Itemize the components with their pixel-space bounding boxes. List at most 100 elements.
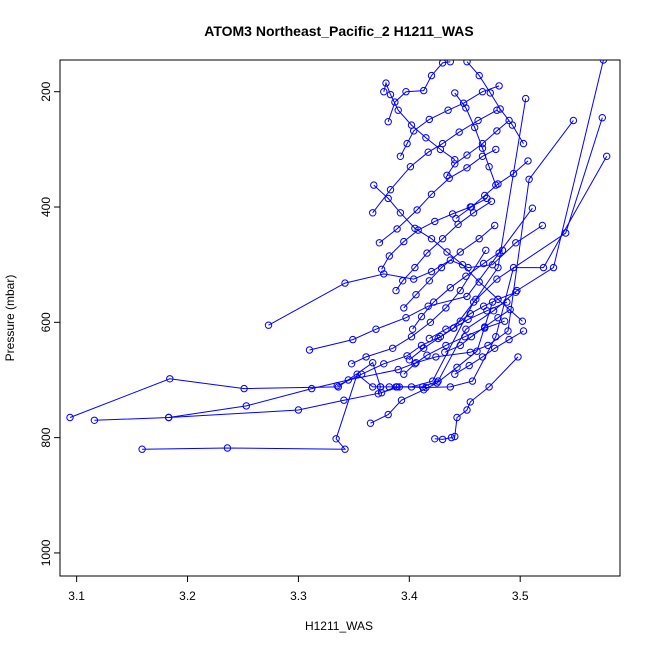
data-point (369, 383, 377, 391)
data-point (406, 163, 415, 171)
data-point (447, 433, 456, 442)
data-point (518, 317, 527, 325)
data-point (138, 445, 146, 453)
data-point (474, 116, 482, 125)
data-point (479, 259, 488, 268)
data-point (362, 353, 370, 361)
series-line (268, 225, 543, 326)
y-tick-label: 200 (39, 81, 53, 101)
x-axis-label: H1211_WAS (305, 619, 373, 633)
data-point (446, 256, 454, 264)
data-point (446, 284, 454, 292)
data-point (375, 239, 384, 247)
x-tick-label: 3.5 (512, 589, 529, 603)
data-point (405, 356, 413, 364)
x-tick-label: 3.3 (290, 589, 307, 603)
data-point (462, 104, 470, 112)
data-point (347, 360, 356, 368)
data-point (462, 272, 470, 280)
data-point (549, 263, 558, 272)
data-point (456, 248, 464, 256)
data-point (341, 279, 349, 287)
data-point (369, 359, 377, 367)
series-line (408, 301, 508, 361)
data-point (410, 275, 418, 283)
data-point (455, 128, 463, 136)
data-point (264, 321, 273, 329)
data-point (392, 286, 400, 295)
data-point (484, 341, 492, 350)
data-point (466, 310, 474, 318)
data-point (451, 89, 459, 97)
series-line (403, 225, 496, 309)
data-point (471, 123, 479, 132)
series-line (455, 160, 529, 219)
data-point (475, 235, 483, 243)
data-point (451, 432, 459, 441)
data-point (396, 209, 405, 217)
data-point (451, 160, 459, 168)
data-point (463, 164, 471, 172)
data-point (427, 267, 436, 276)
series-line (412, 249, 503, 330)
data-point (403, 352, 411, 360)
y-tick-label: 600 (39, 312, 53, 332)
data-point (485, 383, 493, 391)
data-point (410, 127, 418, 135)
data-point (294, 406, 303, 414)
data-point (485, 163, 493, 171)
series-line (309, 207, 533, 351)
data-point (446, 60, 454, 66)
data-point (468, 377, 477, 385)
data-point (424, 148, 432, 156)
series-line (387, 61, 451, 122)
data-point (399, 277, 407, 285)
data-point (400, 304, 408, 312)
data-point (478, 88, 487, 96)
data-point (525, 175, 533, 184)
data-point (446, 383, 454, 391)
series-line (383, 81, 456, 161)
data-point (481, 323, 489, 331)
data-point (420, 344, 428, 352)
data-point (459, 99, 468, 107)
data-point (494, 295, 502, 303)
data-point (384, 194, 392, 203)
series-line (69, 117, 603, 418)
data-point (242, 402, 251, 410)
data-point (393, 225, 401, 233)
data-point (333, 382, 341, 390)
data-point (412, 291, 420, 299)
series-line (94, 156, 608, 421)
data-point (428, 377, 437, 385)
data-point (425, 115, 433, 124)
data-point (413, 206, 421, 214)
data-point (487, 197, 496, 206)
y-tick-label: 400 (39, 197, 53, 217)
data-point (432, 353, 440, 361)
data-point (467, 203, 476, 211)
x-axis: 3.1 3.2 3.3 3.4 3.5 (68, 576, 529, 603)
series-line (429, 291, 516, 339)
data-point (456, 286, 464, 295)
data-point (340, 396, 348, 404)
data-point (512, 239, 520, 247)
data-point (394, 365, 402, 374)
data-point (366, 419, 375, 427)
data-point (386, 90, 395, 99)
data-point (400, 237, 408, 246)
data-point (444, 106, 452, 114)
series-line (446, 120, 510, 176)
data-point (508, 121, 517, 129)
chart-title: ATOM3 Northeast_Pacific_2 H1211_WAS (204, 23, 474, 39)
y-axis: 200 400 600 800 1000 (39, 81, 60, 566)
data-point (353, 370, 361, 378)
data-point (407, 333, 416, 341)
data-point (434, 334, 442, 343)
data-point (456, 317, 464, 325)
data-point (402, 314, 410, 322)
series-line (373, 184, 523, 322)
data-point (482, 246, 490, 255)
data-point (332, 435, 340, 443)
data-point (498, 246, 507, 255)
